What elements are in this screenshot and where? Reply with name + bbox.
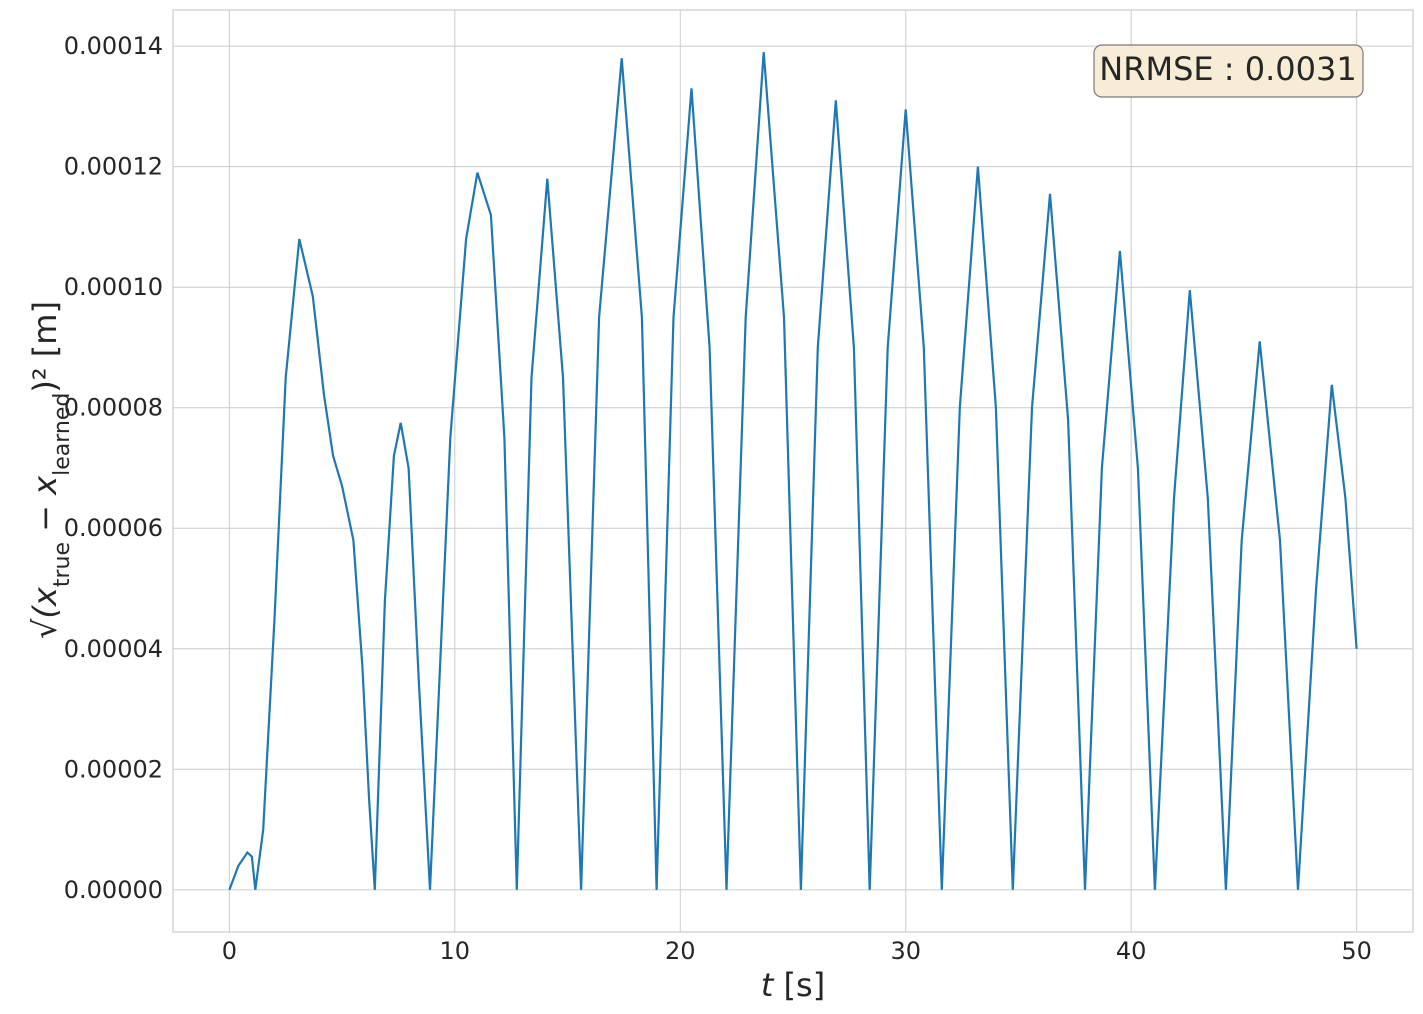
series-line bbox=[228, 52, 1358, 891]
x-tick-label: 20 bbox=[665, 937, 696, 965]
y-axis-label-group: √(xtrue − xlearned)² [m] bbox=[26, 301, 75, 639]
x-tick-label: 50 bbox=[1341, 937, 1372, 965]
annotation-box: NRMSE : 0.0031 bbox=[1093, 44, 1364, 98]
x-tick-label: 30 bbox=[890, 937, 921, 965]
annotation-frame bbox=[1093, 44, 1364, 98]
y-tick-label: 0.00004 bbox=[64, 635, 163, 663]
x-tick-label: 0 bbox=[222, 937, 237, 965]
grid-layer bbox=[173, 10, 1413, 932]
y-tick-label: 0.00010 bbox=[64, 273, 163, 301]
y-tick-label: 0.00012 bbox=[64, 153, 163, 181]
y-tick-label: 0.00000 bbox=[64, 876, 163, 904]
tick-label-layer: 0 10 20 30 40 50 0.00000 0.00002 0.00004 0.00006 0… bbox=[64, 32, 1372, 965]
nrmse-annotation: NRMSE : 0.0031 bbox=[1099, 50, 1356, 88]
x-tick-label: 10 bbox=[440, 937, 471, 965]
y-tick-label: 0.00008 bbox=[64, 394, 163, 422]
y-tick-label: 0.00002 bbox=[64, 755, 163, 783]
x-tick-label: 40 bbox=[1116, 937, 1147, 965]
plot-frame bbox=[172, 9, 1414, 933]
y-tick-label: 0.00014 bbox=[64, 32, 163, 60]
y-axis-label: √(xtrue − xlearned)² [m] bbox=[26, 301, 75, 639]
x-axis-label: t [s] bbox=[761, 966, 825, 1004]
y-tick-label: 0.00006 bbox=[64, 514, 163, 542]
